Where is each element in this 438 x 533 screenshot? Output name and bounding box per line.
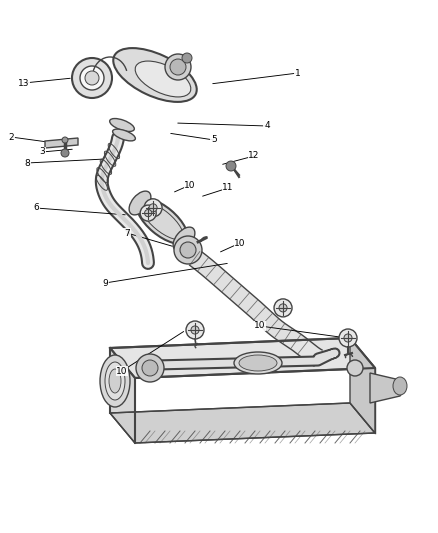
Ellipse shape <box>113 129 135 141</box>
Circle shape <box>165 54 191 80</box>
Text: 12: 12 <box>248 151 260 160</box>
Circle shape <box>182 53 192 63</box>
Circle shape <box>140 205 156 221</box>
Text: 10: 10 <box>234 238 246 247</box>
Circle shape <box>339 329 357 347</box>
Polygon shape <box>110 403 375 443</box>
Text: 5: 5 <box>211 135 217 144</box>
Circle shape <box>80 66 104 90</box>
Circle shape <box>61 149 69 157</box>
Circle shape <box>226 161 236 171</box>
Circle shape <box>144 199 162 217</box>
Ellipse shape <box>109 369 121 393</box>
Circle shape <box>142 360 158 376</box>
Ellipse shape <box>135 61 191 97</box>
Polygon shape <box>45 138 78 148</box>
Circle shape <box>145 209 152 217</box>
Text: 7: 7 <box>124 229 130 238</box>
Text: 10: 10 <box>184 181 196 190</box>
Circle shape <box>85 71 99 85</box>
Ellipse shape <box>113 48 197 102</box>
Circle shape <box>186 321 204 339</box>
Circle shape <box>62 137 68 143</box>
Circle shape <box>149 204 157 212</box>
Text: 1: 1 <box>295 69 301 77</box>
Ellipse shape <box>137 198 187 244</box>
Ellipse shape <box>129 191 151 215</box>
Text: 8: 8 <box>24 158 30 167</box>
Circle shape <box>191 326 199 334</box>
Ellipse shape <box>105 362 125 400</box>
Text: 4: 4 <box>264 122 270 131</box>
Text: 2: 2 <box>8 133 14 141</box>
Circle shape <box>170 59 186 75</box>
Ellipse shape <box>110 118 134 132</box>
Circle shape <box>174 236 202 264</box>
Text: 3: 3 <box>39 148 45 157</box>
Text: 9: 9 <box>102 279 108 287</box>
Ellipse shape <box>393 377 407 395</box>
Text: 6: 6 <box>33 204 39 213</box>
Ellipse shape <box>234 352 282 374</box>
Text: 10: 10 <box>116 367 128 376</box>
Polygon shape <box>110 338 375 378</box>
Circle shape <box>136 354 164 382</box>
Ellipse shape <box>100 355 130 407</box>
Text: 10: 10 <box>254 321 266 330</box>
Circle shape <box>72 58 112 98</box>
Circle shape <box>344 334 352 342</box>
Text: 13: 13 <box>18 78 30 87</box>
Polygon shape <box>370 373 405 403</box>
Circle shape <box>180 242 196 258</box>
Circle shape <box>279 304 287 312</box>
Ellipse shape <box>173 227 195 251</box>
Circle shape <box>274 299 292 317</box>
Polygon shape <box>190 251 322 366</box>
Text: 11: 11 <box>222 183 234 192</box>
Polygon shape <box>350 338 375 433</box>
Ellipse shape <box>239 355 277 371</box>
Circle shape <box>347 360 363 376</box>
Polygon shape <box>110 348 135 443</box>
